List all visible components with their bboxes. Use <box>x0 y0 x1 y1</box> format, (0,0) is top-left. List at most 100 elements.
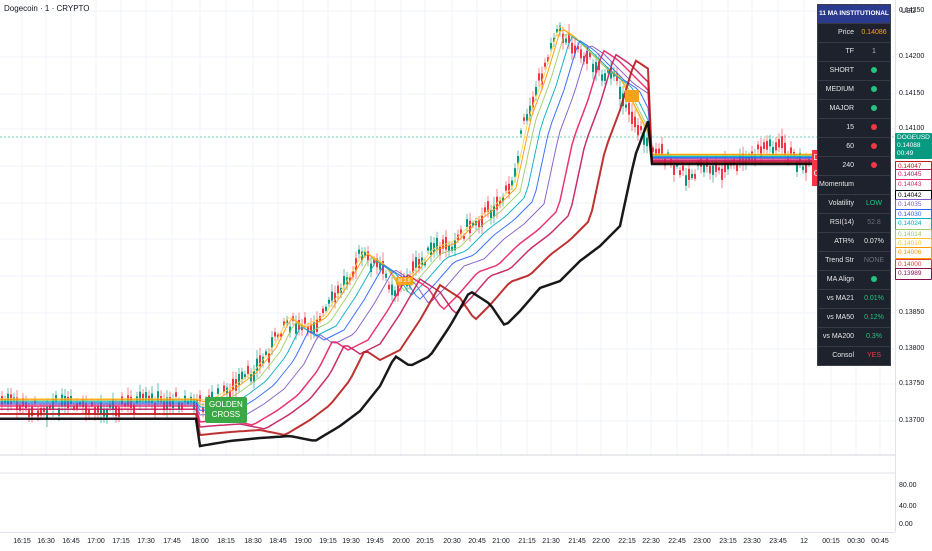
moving-average-line <box>0 45 812 419</box>
table-row-value <box>858 271 890 289</box>
candle-body <box>199 395 201 402</box>
table-row-label: MA Align <box>826 276 854 283</box>
candle-body <box>712 165 714 175</box>
candle-body <box>619 86 621 100</box>
candle-body <box>316 319 318 332</box>
price-chart[interactable] <box>0 0 895 532</box>
time-tick-label: 16:15 <box>13 538 31 545</box>
candle-body <box>430 242 432 255</box>
table-row-label: 60 <box>846 143 854 150</box>
candle-body <box>523 117 525 121</box>
candle-body <box>703 164 705 173</box>
candle-body <box>586 50 588 64</box>
candle-body <box>415 257 417 268</box>
chart-area[interactable] <box>0 0 895 532</box>
candle-body <box>454 240 456 251</box>
candle-body <box>508 183 510 194</box>
table-row: Momentum <box>818 175 890 194</box>
candle-body <box>490 210 492 218</box>
table-row: Volatility LOW <box>818 194 890 213</box>
table-row-label: vs MA21 <box>826 295 854 302</box>
candle-body <box>757 144 759 150</box>
signal-marker: M 3.6 <box>396 277 413 285</box>
table-row-label: Momentum <box>818 181 854 188</box>
candle-body <box>547 57 549 62</box>
candle-body <box>238 373 240 385</box>
candle-body <box>361 251 363 261</box>
time-tick-label: 22:00 <box>592 538 610 545</box>
time-tick-label: 19:00 <box>294 538 312 545</box>
candle-body <box>286 319 288 323</box>
candle-body <box>655 148 657 157</box>
currency-label[interactable]: USD <box>901 8 916 15</box>
candle-body <box>427 247 429 251</box>
time-tick-label: 00:30 <box>847 538 865 545</box>
candle-body <box>358 249 360 254</box>
table-row-value: 0.07% <box>864 238 884 245</box>
price-tag: 00:49 <box>895 149 932 159</box>
golden-cross-label: GOLDEN CROSS <box>205 397 247 423</box>
candle-body <box>550 42 552 49</box>
candle-body <box>514 168 516 177</box>
candle-body <box>94 406 96 415</box>
table-row-label: 240 <box>842 162 854 169</box>
table-row-value <box>858 157 890 175</box>
table-row-value: 52.8 <box>867 219 881 226</box>
table-row-value: YES <box>866 352 881 359</box>
time-tick-label: 17:00 <box>87 538 105 545</box>
candle-body <box>304 317 306 324</box>
table-row-label: MAJOR <box>829 105 855 112</box>
moving-average-line <box>0 39 812 416</box>
table-row-label: Volatility <box>828 200 854 207</box>
candle-body <box>595 61 597 73</box>
candle-body <box>481 215 483 227</box>
candle-body <box>268 353 270 363</box>
candle-body <box>778 139 780 148</box>
death-cross-label: D C <box>812 150 821 186</box>
table-row: vs MA50 0.12% <box>818 308 890 327</box>
candle-body <box>691 173 693 179</box>
oscillator-tick-label: 40.00 <box>899 503 917 510</box>
table-row-label: vs MA50 <box>826 314 854 321</box>
table-row-value: NONE <box>863 257 885 264</box>
candle-body <box>244 374 246 378</box>
candle-body <box>394 290 396 297</box>
table-row: vs MA200 0.3% <box>818 327 890 346</box>
candle-body <box>25 401 27 409</box>
candle-body <box>640 125 642 131</box>
candle-body <box>439 246 441 256</box>
time-tick-label: 20:30 <box>443 538 461 545</box>
time-tick-label: 18:00 <box>191 538 209 545</box>
candle-body <box>289 326 291 333</box>
candle-body <box>433 243 435 253</box>
candle-body <box>709 165 711 174</box>
signal-marker-right <box>625 90 639 102</box>
candle-body <box>466 219 468 227</box>
candle-body <box>124 403 126 407</box>
time-axis[interactable]: 16:15 16:30 16:45 17:00 17:15 17:30 17:45 18:00… <box>0 532 895 551</box>
candle-body <box>223 385 225 392</box>
price-tick-label: 0.14150 <box>899 90 925 97</box>
candle-body <box>790 147 792 156</box>
time-tick-label: 17:30 <box>137 538 155 545</box>
candle-body <box>589 52 591 58</box>
candle-body <box>526 114 528 121</box>
candle-body <box>673 165 675 175</box>
candle-body <box>517 155 519 164</box>
time-tick-label: 19:30 <box>342 538 360 545</box>
time-tick-label: 22:45 <box>668 538 686 545</box>
status-dot-icon <box>871 67 877 74</box>
table-row-value <box>858 138 890 156</box>
candle-body <box>277 334 279 338</box>
time-tick-label: 20:45 <box>468 538 486 545</box>
candle-body <box>142 393 144 401</box>
table-row-value: 0.3% <box>866 333 882 340</box>
candle-body <box>388 284 390 290</box>
moving-average-line <box>0 59 812 437</box>
table-row-label: SHORT <box>829 67 854 74</box>
time-tick-label: 18:45 <box>269 538 287 545</box>
candle-body <box>688 168 690 180</box>
price-tag: 0.14088 <box>895 141 932 151</box>
candle-body <box>538 73 540 81</box>
candle-body <box>469 220 471 234</box>
